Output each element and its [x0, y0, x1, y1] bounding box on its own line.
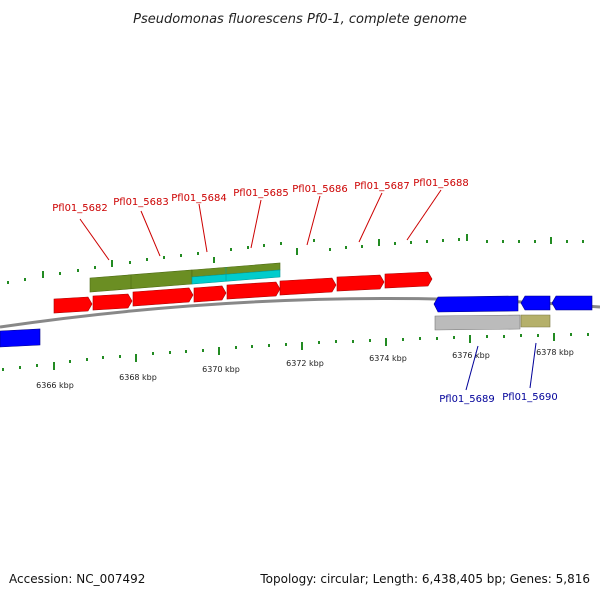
gene-feature-khaki[interactable] — [520, 314, 551, 328]
forward-cds-arrow[interactable] — [92, 293, 133, 311]
label-leader-line — [250, 199, 262, 249]
gene-label-pfl01-5685[interactable]: Pfl01_5685 — [233, 188, 289, 199]
label-leader-line — [465, 345, 479, 391]
forward-cds-arrow[interactable] — [132, 287, 194, 307]
forward-gene-labels: Pfl01_5682 Pfl01_5683 Pfl01_5684 Pfl01_5… — [52, 178, 469, 261]
label-leader-line — [406, 189, 442, 241]
gene-label-pfl01-5683[interactable]: Pfl01_5683 — [113, 197, 169, 208]
reverse-cds-arrow[interactable] — [551, 295, 593, 311]
tick-label: 6366 kbp — [36, 381, 74, 390]
forward-cds-arrow[interactable] — [384, 271, 433, 289]
tick-label: 6368 kbp — [119, 373, 157, 382]
genome-summary-text: Topology: circular; Length: 6,438,405 bp… — [260, 572, 590, 586]
forward-cds-arrow[interactable] — [279, 277, 337, 296]
gene-feature-cyan[interactable] — [191, 269, 281, 285]
tick-label: 6374 kbp — [369, 354, 407, 363]
reverse-cds-arrow[interactable] — [520, 295, 551, 311]
reverse-feature-track — [434, 314, 551, 331]
reverse-cds-arrow[interactable] — [433, 295, 519, 313]
tick-labels: 6366 kbp 6368 kbp 6370 kbp 6372 kbp 6374… — [36, 348, 574, 390]
label-leader-line — [79, 218, 110, 261]
gene-label-pfl01-5686[interactable]: Pfl01_5686 — [292, 184, 348, 195]
label-leader-line — [198, 203, 208, 253]
tick-label: 6372 kbp — [286, 359, 324, 368]
label-leader-line — [306, 195, 321, 246]
reverse-cds-track — [0, 295, 593, 348]
forward-cds-arrow[interactable] — [193, 285, 227, 303]
accession-text: Accession: NC_007492 — [9, 572, 146, 586]
tick-label: 6376 kbp — [452, 351, 490, 360]
forward-cds-arrow[interactable] — [53, 296, 93, 314]
outer-tick-ring — [7, 234, 584, 284]
gene-label-pfl01-5689[interactable]: Pfl01_5689 — [439, 394, 495, 405]
label-leader-line — [358, 192, 383, 243]
gene-label-pfl01-5687[interactable]: Pfl01_5687 — [354, 181, 410, 192]
tick-label: 6370 kbp — [202, 365, 240, 374]
gene-label-pfl01-5684[interactable]: Pfl01_5684 — [171, 193, 227, 204]
label-leader-line — [140, 210, 161, 257]
gene-label-pfl01-5688[interactable]: Pfl01_5688 — [413, 178, 469, 189]
reverse-gene-labels: Pfl01_5689 Pfl01_5690 — [439, 342, 558, 405]
gene-label-pfl01-5690[interactable]: Pfl01_5690 — [502, 392, 558, 403]
gene-feature-track — [89, 262, 281, 293]
label-leader-line — [529, 342, 537, 389]
tick-label: 6378 kbp — [536, 348, 574, 357]
reverse-cds-arrow[interactable] — [0, 328, 41, 348]
forward-cds-arrow[interactable] — [336, 274, 385, 292]
forward-cds-track — [53, 271, 433, 314]
gene-feature-gray[interactable] — [434, 314, 521, 331]
map-title: Pseudomonas fluorescens Pf0-1, complete … — [133, 12, 467, 27]
inner-tick-ring — [2, 333, 589, 371]
gene-label-pfl01-5682[interactable]: Pfl01_5682 — [52, 203, 108, 214]
forward-cds-arrow[interactable] — [226, 281, 281, 300]
